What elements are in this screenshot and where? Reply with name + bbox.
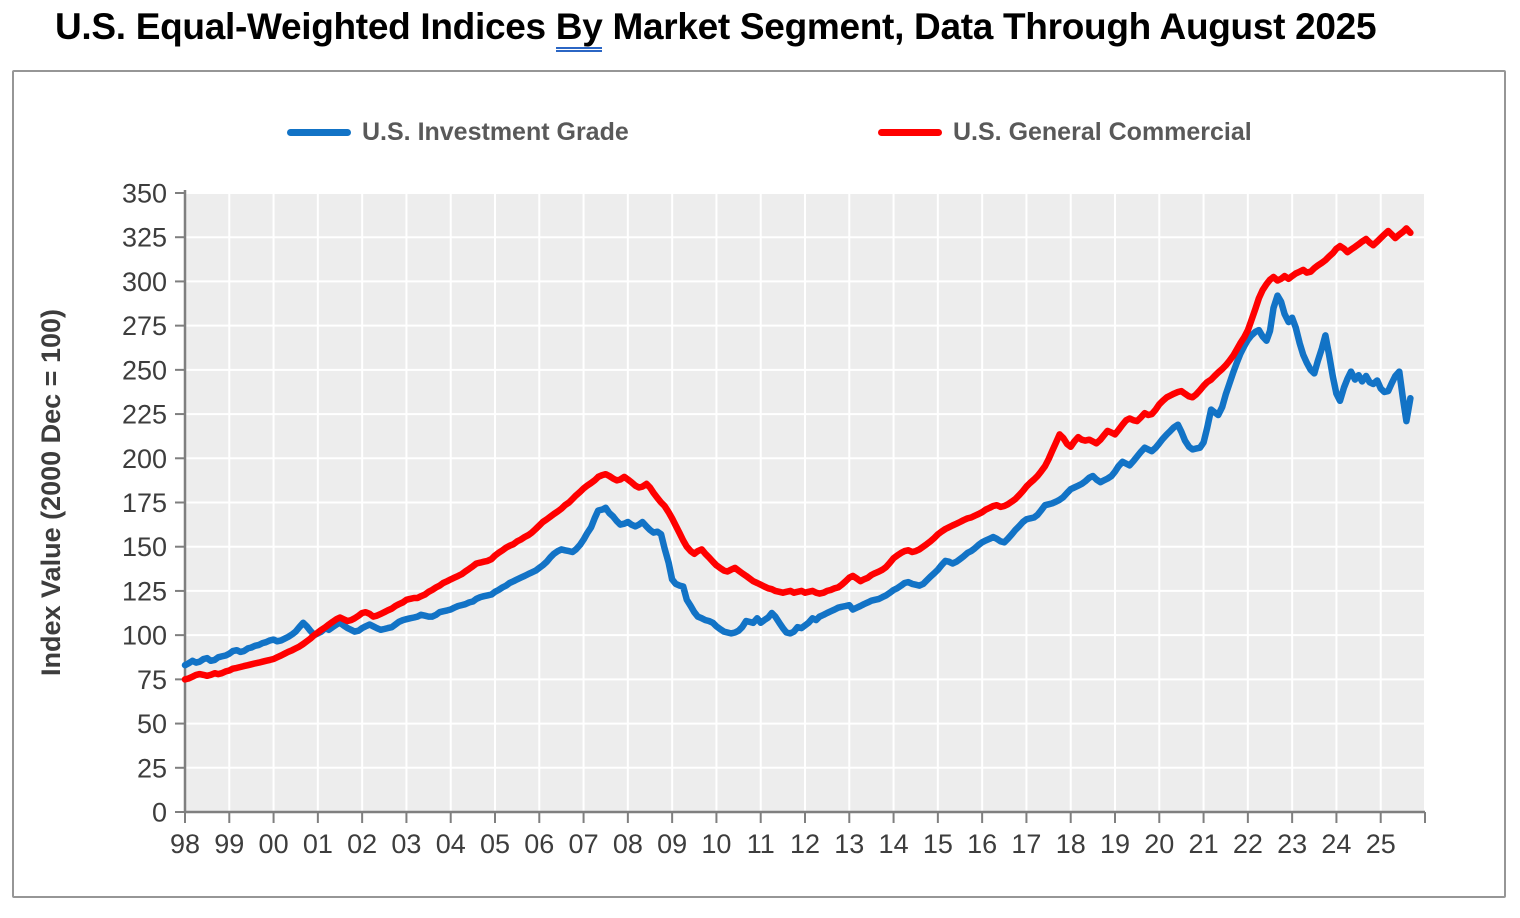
y-tick-label: 175	[122, 488, 167, 518]
y-tick-label: 0	[152, 798, 167, 828]
y-tick-label: 325	[122, 223, 167, 253]
x-tick-label: 09	[657, 829, 687, 859]
x-tick-label: 12	[790, 829, 820, 859]
legend-item-general-commercial: U.S. General Commercial	[878, 118, 1252, 147]
x-tick-label: 99	[214, 829, 244, 859]
y-tick-label: 200	[122, 444, 167, 474]
y-tick-label: 75	[137, 665, 167, 695]
x-tick-label: 03	[391, 829, 421, 859]
x-tick-label: 16	[967, 829, 997, 859]
legend-item-investment-grade: U.S. Investment Grade	[287, 118, 629, 147]
x-tick-label: 20	[1144, 829, 1174, 859]
x-tick-label: 25	[1366, 829, 1396, 859]
y-tick-label: 300	[122, 267, 167, 297]
x-tick-label: 00	[259, 829, 289, 859]
y-axis-title: Index Value (2000 Dec = 100)	[36, 309, 66, 676]
x-tick-label: 04	[436, 829, 466, 859]
line-chart: 0255075100125150175200225250275300325350…	[36, 179, 1426, 859]
y-tick-label: 350	[122, 179, 167, 209]
legend-label: U.S. General Commercial	[953, 118, 1252, 146]
legend-line-swatch-red-icon	[878, 129, 942, 136]
y-tick-label: 150	[122, 532, 167, 562]
x-tick-label: 13	[834, 829, 864, 859]
legend-label: U.S. Investment Grade	[362, 118, 629, 146]
y-tick-label: 50	[137, 709, 167, 739]
x-tick-label: 18	[1056, 829, 1086, 859]
x-tick-label: 21	[1189, 829, 1219, 859]
chart-panel: U.S. Investment Grade U.S. General Comme…	[12, 70, 1506, 898]
y-tick-label: 225	[122, 400, 167, 430]
x-tick-label: 15	[923, 829, 953, 859]
title-underlined-word: By	[555, 6, 603, 52]
x-tick-label: 07	[569, 829, 599, 859]
legend-line-swatch-blue-icon	[287, 129, 351, 136]
x-tick-label: 10	[701, 829, 731, 859]
page-title: U.S. Equal-Weighted Indices By Market Se…	[55, 6, 1377, 52]
y-tick-label: 275	[122, 311, 167, 341]
x-tick-label: 05	[480, 829, 510, 859]
x-tick-label: 17	[1011, 829, 1041, 859]
x-tick-label: 24	[1321, 829, 1351, 859]
x-tick-label: 02	[347, 829, 377, 859]
y-tick-label: 100	[122, 621, 167, 651]
x-tick-label: 06	[524, 829, 554, 859]
page-title-suffix: Market Segment, Data Through August 2025	[602, 6, 1377, 47]
series-line-investment-grade	[181, 292, 1414, 669]
y-tick-label: 250	[122, 355, 167, 385]
y-tick-label: 25	[137, 753, 167, 783]
x-tick-label: 98	[170, 829, 200, 859]
x-tick-label: 14	[879, 829, 909, 859]
x-tick-label: 11	[747, 829, 775, 859]
y-tick-label: 125	[122, 576, 167, 606]
x-tick-label: 19	[1100, 829, 1130, 859]
x-tick-label: 08	[613, 829, 643, 859]
series-line-general-commercial	[181, 225, 1414, 683]
x-tick-label: 23	[1277, 829, 1307, 859]
x-tick-label: 22	[1233, 829, 1263, 859]
page-title-prefix: U.S. Equal-Weighted Indices	[55, 6, 556, 47]
x-tick-label: 01	[303, 829, 333, 859]
